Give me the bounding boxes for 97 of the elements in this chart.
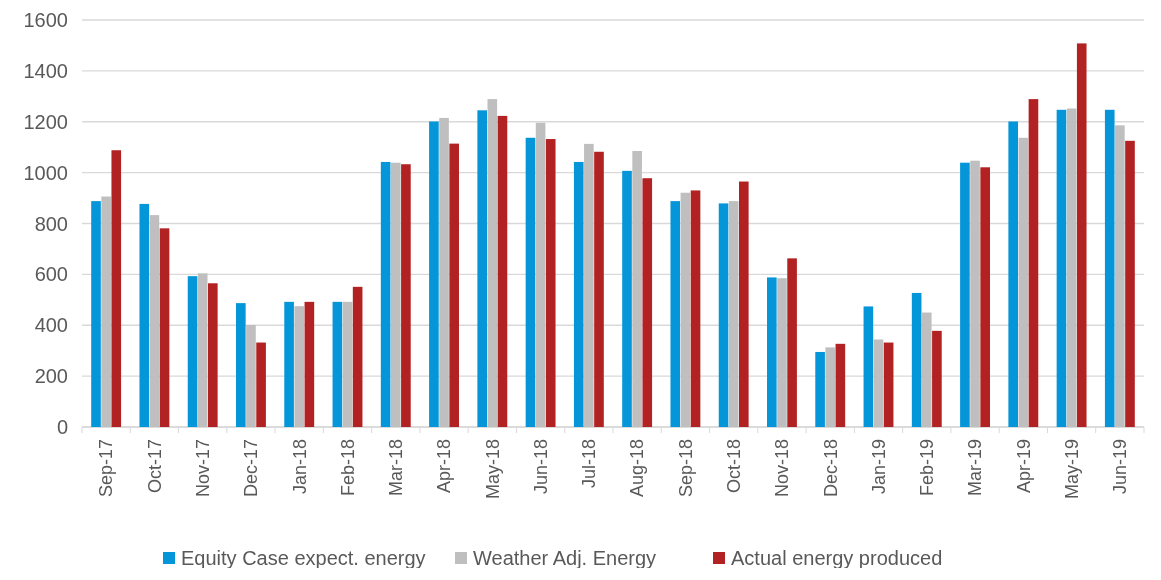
x-tick-label: Aug-18 — [627, 439, 648, 498]
bar — [980, 167, 990, 427]
bar — [429, 121, 439, 427]
bar — [91, 201, 101, 427]
bar — [632, 151, 642, 427]
x-tick-label: Apr-18 — [434, 439, 455, 494]
x-tick-label: Oct-18 — [723, 439, 744, 494]
x-tick-label: Jun-18 — [530, 439, 551, 495]
x-tick-label: Jul-18 — [579, 439, 600, 489]
x-tick-label: Dec-17 — [241, 439, 262, 498]
bar — [584, 143, 594, 427]
bar — [304, 301, 315, 427]
bar — [187, 276, 198, 427]
y-tick-label: 600 — [34, 263, 68, 286]
x-tick-label: Sep-17 — [96, 439, 117, 498]
bar — [932, 330, 942, 427]
bar — [911, 292, 922, 427]
bar — [197, 273, 208, 427]
bar — [332, 301, 343, 427]
x-tick-label: Mar-18 — [386, 439, 407, 497]
bar — [284, 301, 294, 427]
y-tick-label: 1200 — [23, 110, 68, 133]
bar — [670, 201, 681, 427]
bar — [159, 228, 170, 427]
y-tick-label: 400 — [34, 314, 68, 337]
x-tick-label: Oct-17 — [144, 439, 165, 494]
bar — [921, 312, 932, 427]
bar — [787, 258, 797, 427]
bar — [1104, 109, 1115, 427]
y-tick-label: 200 — [34, 365, 68, 388]
x-tick-label: Mar-19 — [965, 439, 986, 497]
x-tick-label: Sep-18 — [675, 439, 696, 498]
bar — [728, 201, 739, 427]
bar — [1066, 108, 1077, 427]
x-tick-label: Nov-17 — [192, 439, 213, 498]
y-tick-label: 1600 — [23, 9, 68, 31]
bar — [390, 162, 401, 427]
bar — [815, 351, 825, 427]
x-tick-label: Jan-18 — [289, 439, 310, 495]
bar — [835, 343, 846, 427]
bar — [960, 162, 970, 427]
bar — [449, 143, 459, 427]
bar — [1008, 121, 1018, 427]
bar — [680, 192, 691, 427]
bar — [401, 164, 411, 427]
bar — [863, 306, 874, 427]
bar — [477, 110, 487, 427]
bar — [642, 178, 653, 427]
bar — [594, 151, 604, 427]
bar — [1028, 99, 1039, 427]
bar — [970, 160, 980, 427]
bar — [139, 203, 150, 427]
bar — [342, 301, 353, 427]
bar — [535, 122, 546, 427]
bar — [246, 325, 256, 427]
bar — [439, 117, 449, 427]
bar — [101, 196, 111, 427]
bar — [497, 115, 508, 427]
bar — [883, 342, 894, 427]
bar — [1018, 137, 1029, 427]
bar — [294, 306, 305, 427]
y-tick-label: 800 — [34, 212, 68, 235]
bar — [825, 347, 836, 427]
bar — [545, 139, 556, 427]
bar — [525, 137, 536, 427]
bar — [1125, 140, 1135, 427]
x-tick-label: May-19 — [1061, 439, 1082, 500]
bar — [690, 190, 701, 427]
bar — [718, 203, 729, 427]
x-tick-label: Dec-18 — [820, 439, 841, 498]
bar — [573, 161, 584, 427]
bar — [1115, 125, 1125, 427]
bar — [1076, 43, 1087, 427]
x-tick-label: Feb-18 — [337, 439, 358, 497]
x-tick-label: Apr-19 — [1013, 439, 1034, 494]
bar — [380, 161, 391, 427]
bar — [739, 181, 749, 427]
bar — [111, 150, 122, 427]
bar — [149, 215, 160, 427]
y-tick-label: 1400 — [23, 59, 68, 82]
bar — [767, 277, 777, 427]
x-tick-label: Jun-19 — [1110, 439, 1131, 495]
bar — [622, 170, 632, 427]
x-tick-label: May-18 — [482, 439, 503, 500]
bar — [208, 283, 218, 427]
y-tick-label: 1000 — [23, 161, 68, 184]
bar — [256, 342, 266, 427]
x-tick-label: Jan-19 — [868, 439, 889, 495]
bar — [873, 339, 884, 427]
bar — [487, 99, 498, 427]
bar — [1056, 109, 1067, 427]
x-tick-label: Feb-19 — [917, 439, 938, 497]
bar — [352, 286, 363, 427]
bar — [236, 303, 246, 427]
x-tick-label: Nov-18 — [772, 439, 793, 498]
y-tick-label: 0 — [56, 416, 68, 438]
bar — [777, 278, 787, 427]
